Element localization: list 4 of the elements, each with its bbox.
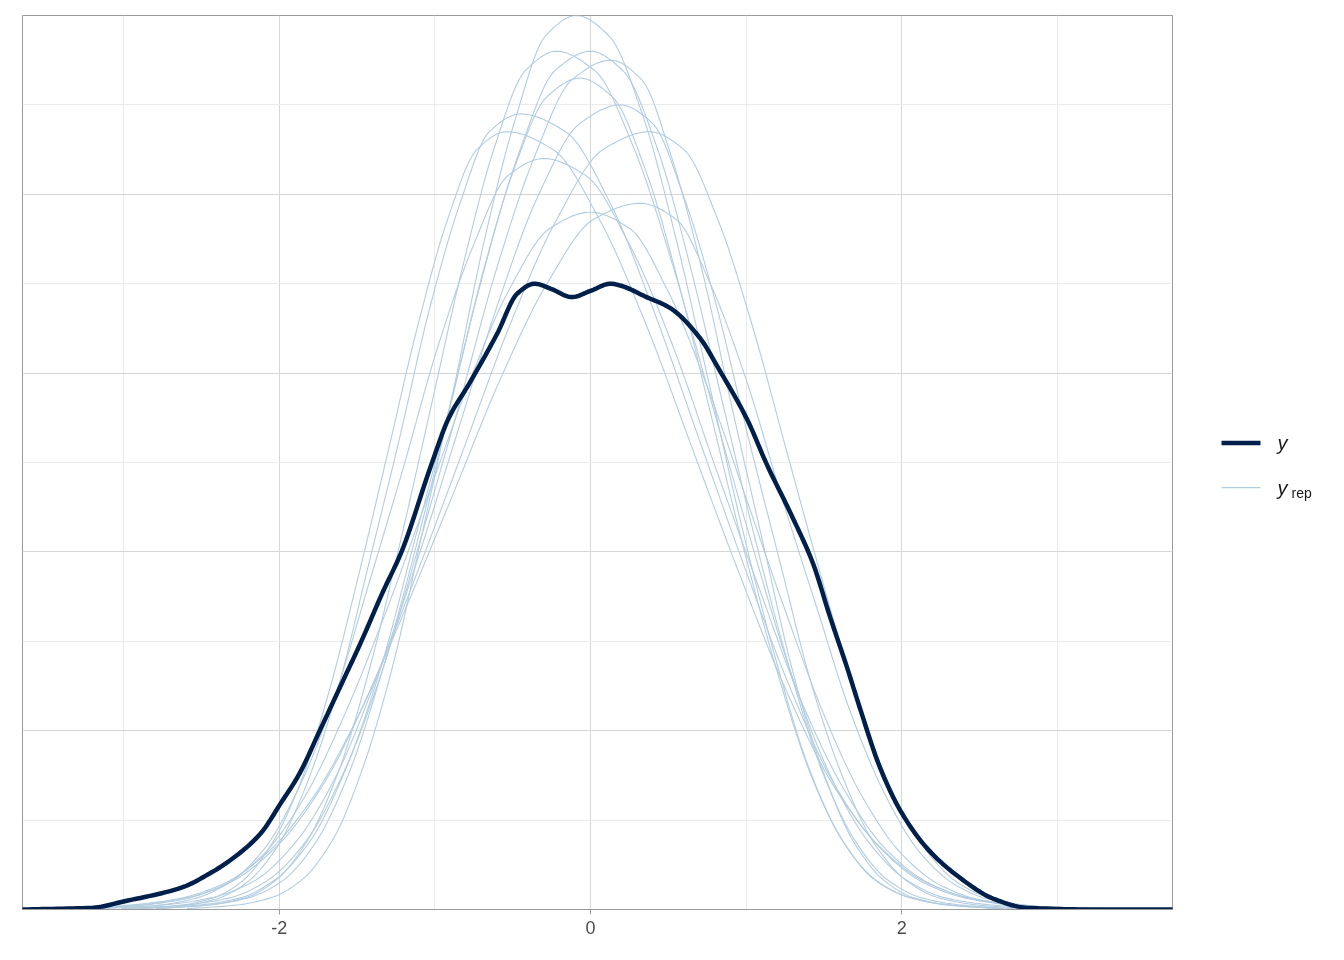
x-tick-label: 2 (896, 917, 907, 938)
x-tick-label: -2 (271, 917, 288, 938)
x-tick-label: 0 (585, 917, 596, 938)
legend-label: y (1275, 431, 1289, 454)
